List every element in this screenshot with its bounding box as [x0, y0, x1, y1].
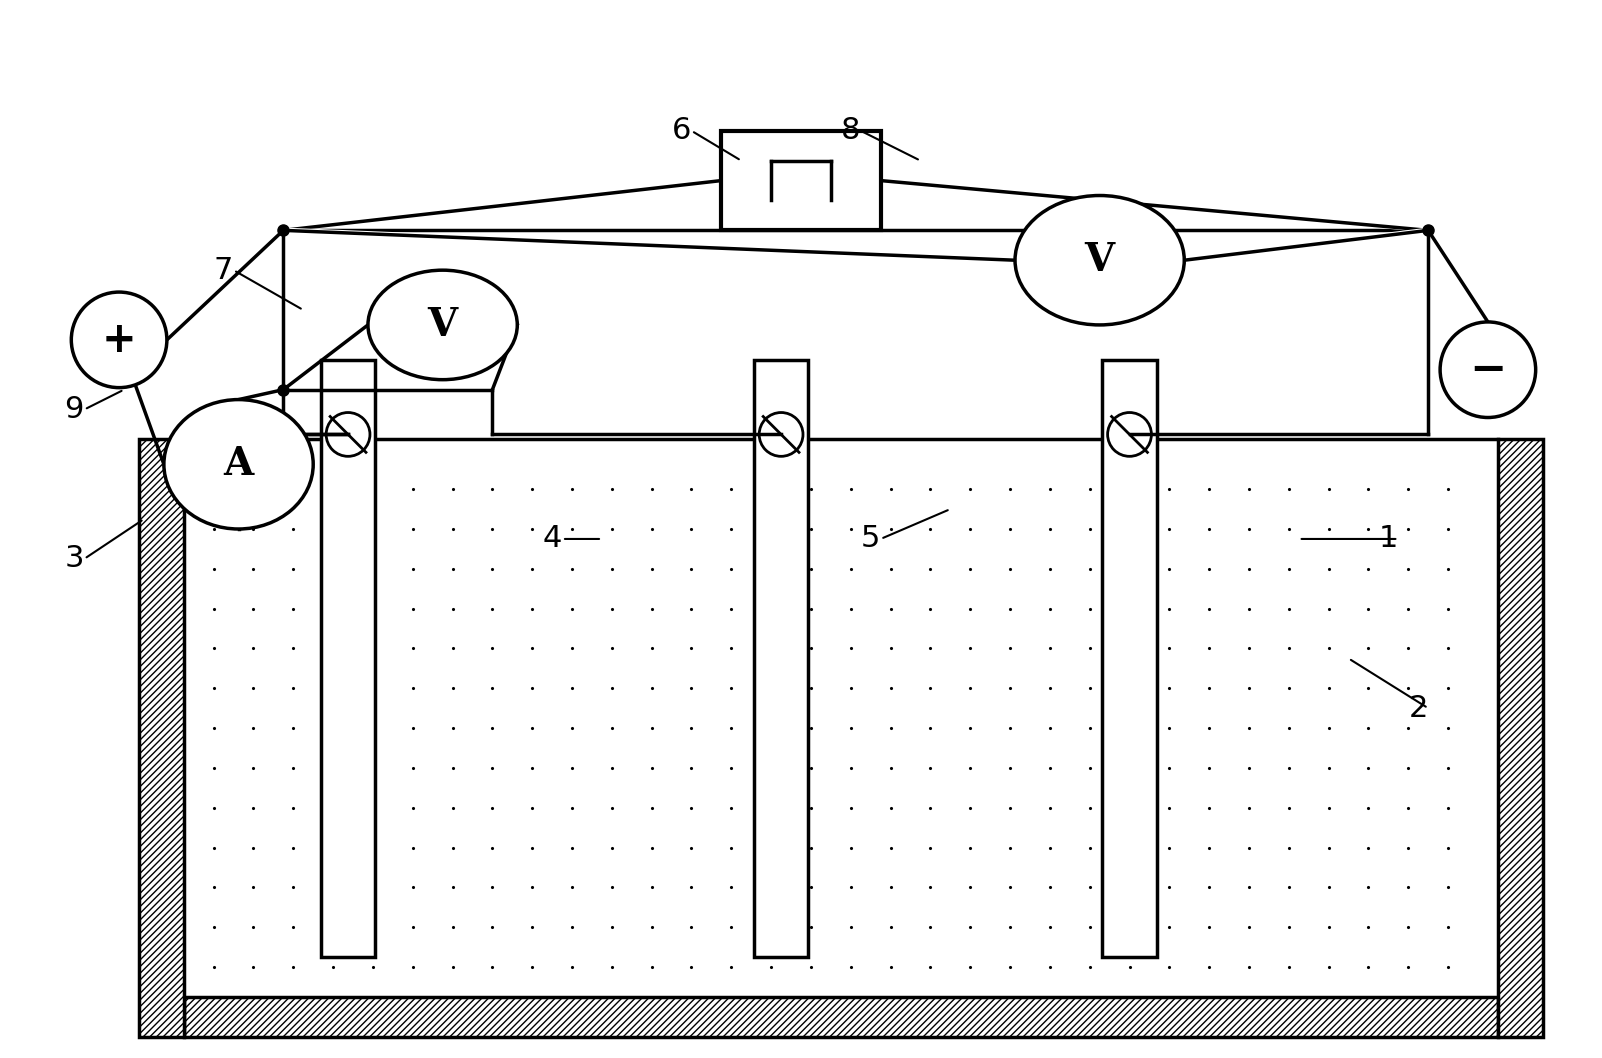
Text: V: V [428, 306, 458, 344]
Text: 3: 3 [64, 545, 83, 573]
Text: 4: 4 [543, 525, 562, 553]
Bar [753, 360, 809, 957]
Ellipse shape [1016, 196, 1184, 325]
Bar [139, 439, 184, 1037]
Bar [184, 439, 1498, 997]
Circle shape [72, 292, 167, 387]
Text: +: + [101, 318, 136, 361]
Text: 8: 8 [841, 116, 860, 145]
Text: 2: 2 [1408, 694, 1427, 723]
Text: 6: 6 [671, 116, 690, 145]
Text: 9: 9 [64, 395, 83, 424]
Text: A: A [223, 445, 253, 484]
Bar [184, 997, 1498, 1037]
Circle shape [1440, 322, 1536, 418]
Text: −: − [1469, 348, 1506, 391]
Bar [320, 360, 375, 957]
Bar [1102, 360, 1157, 957]
Bar [721, 131, 881, 231]
Ellipse shape [368, 270, 517, 380]
Text: 1: 1 [1379, 525, 1399, 553]
Text: 5: 5 [860, 525, 881, 553]
Text: V: V [1085, 241, 1115, 279]
Text: 7: 7 [215, 256, 234, 285]
Ellipse shape [163, 400, 314, 529]
Bar [1498, 439, 1543, 1037]
